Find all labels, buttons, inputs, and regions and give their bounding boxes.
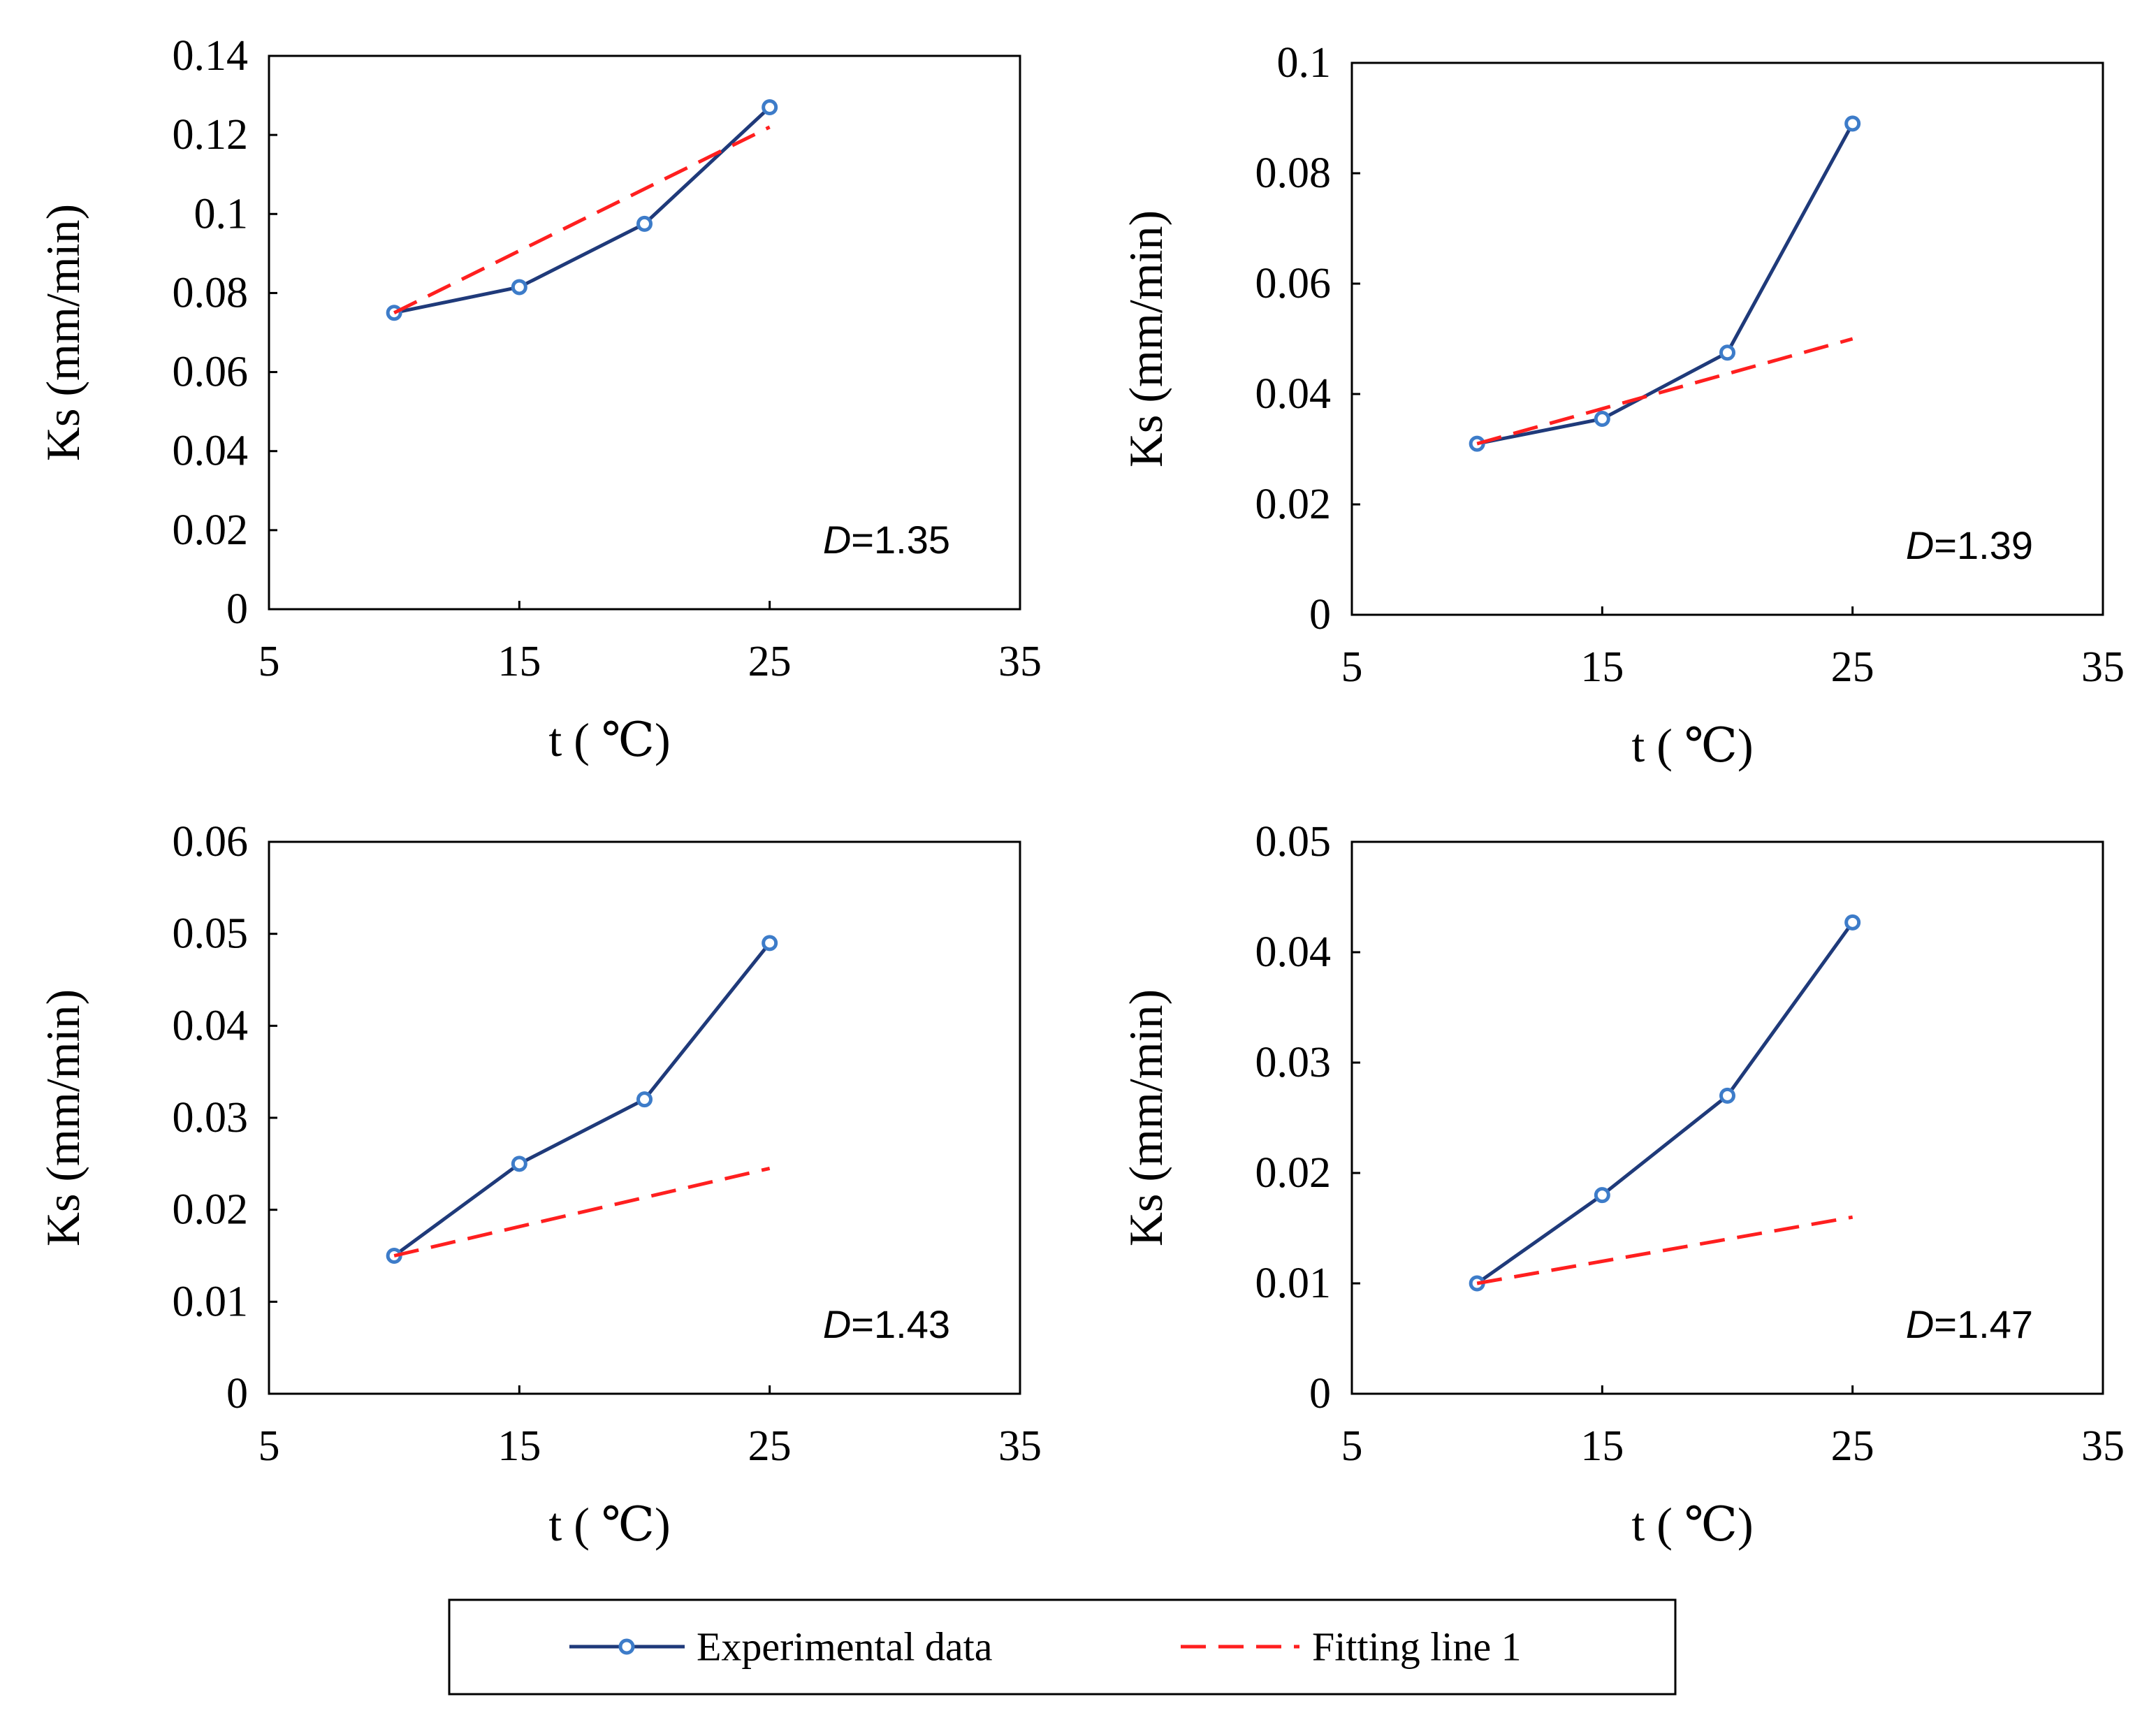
d-annotation-variable: D (1906, 1302, 1934, 1346)
experimental-series-line (1476, 921, 1854, 1285)
legend-experimental-marker (618, 1638, 635, 1655)
x-axis-label: t ( ℃) (1631, 1498, 1753, 1551)
y-tick-label: 0.01 (1255, 1260, 1332, 1307)
x-tick-label: 25 (1831, 1422, 1874, 1470)
legend: Experimental data Fitting line 1 (448, 1598, 1677, 1696)
y-tick-label: 0.06 (1255, 260, 1332, 307)
experimental-data-point (1844, 115, 1861, 132)
y-tick-label: 0.08 (173, 269, 249, 316)
chart-3: 0 0.01 0.02 0.03 0.04 0.05 0.06 5 15 25 35 t ( ℃) Ks… (36, 818, 1042, 1551)
y-tick-label: 0.04 (173, 1002, 249, 1049)
chart-2: 0 0.02 0.04 0.06 0.08 0.1 5 15 25 35 t ( ℃) Ks (mm/… (1119, 39, 2125, 772)
experimental-series-line (393, 105, 771, 315)
x-axis-label: t ( ℃) (1631, 719, 1753, 772)
d-annotation: D=1.39 (1906, 523, 2033, 567)
y-axis-label: Ks (mm/min) (1119, 210, 1172, 467)
x-tick-label: 15 (497, 638, 541, 685)
experimental-data-point (1594, 411, 1610, 428)
x-tick-label: 5 (1341, 1422, 1363, 1470)
x-tick-label: 25 (748, 1422, 792, 1470)
chart-1: 0 0.02 0.04 0.06 0.08 0.1 0.12 0.14 5 15 25 35 t ( ℃… (36, 32, 1042, 766)
y-tick-label: 0.14 (173, 32, 249, 80)
d-annotation-value: =1.39 (1934, 523, 2033, 567)
d-annotation-variable: D (823, 1302, 851, 1346)
y-tick-label: 0.02 (1255, 481, 1332, 528)
experimental-data-point (1719, 344, 1735, 361)
x-axis-label: t ( ℃) (548, 1498, 670, 1551)
y-tick-label: 0.1 (1277, 39, 1332, 87)
y-tick-label: 0.06 (173, 349, 249, 396)
experimental-series-line (393, 942, 771, 1258)
y-tick-label: 0.04 (173, 428, 249, 475)
experimental-data-point (762, 935, 778, 952)
x-axis-label: t ( ℃) (548, 713, 670, 766)
x-tick-label: 25 (1831, 643, 1874, 691)
d-annotation: D=1.35 (823, 518, 950, 562)
y-tick-label: 0.08 (1255, 150, 1332, 197)
experimental-data-point (511, 279, 527, 296)
x-tick-label: 25 (748, 638, 792, 685)
y-tick-label: 0 (226, 1370, 248, 1417)
legend-fit-label: Fitting line 1 (1312, 1624, 1522, 1670)
plot-frame (1350, 61, 2104, 616)
d-annotation-value: =1.47 (1934, 1302, 2033, 1346)
d-annotation-value: =1.43 (851, 1302, 950, 1346)
x-tick-label: 5 (258, 1422, 280, 1470)
x-tick-label: 15 (1580, 643, 1624, 691)
x-tick-label: 15 (497, 1422, 541, 1470)
y-tick-label: 0.12 (173, 111, 249, 159)
y-tick-label: 0.04 (1255, 928, 1332, 976)
x-tick-label: 35 (2081, 1422, 2125, 1470)
x-tick-label: 35 (998, 638, 1042, 685)
experimental-data-point (762, 99, 778, 116)
experimental-data-point (636, 215, 653, 232)
d-annotation: D=1.47 (1906, 1302, 2033, 1346)
plot-frame (1350, 840, 2104, 1395)
d-annotation-value: =1.35 (851, 518, 950, 562)
x-tick-label: 5 (258, 638, 280, 685)
y-tick-label: 0.06 (173, 818, 249, 866)
x-tick-label: 15 (1580, 1422, 1624, 1470)
y-tick-label: 0.05 (173, 910, 249, 958)
x-tick-label: 5 (1341, 643, 1363, 691)
d-annotation: D=1.43 (823, 1302, 950, 1346)
experimental-data-point (1719, 1087, 1735, 1104)
y-tick-label: 0 (1309, 591, 1331, 639)
d-annotation-variable: D (1906, 523, 1934, 567)
x-tick-label: 35 (2081, 643, 2125, 691)
y-tick-label: 0 (1309, 1370, 1331, 1417)
plot-frame (268, 54, 1021, 611)
y-tick-label: 0.02 (1255, 1149, 1332, 1197)
y-tick-label: 0.02 (173, 506, 249, 554)
y-tick-label: 0.01 (173, 1278, 249, 1325)
fit-line-series (393, 125, 771, 314)
experimental-data-point (636, 1091, 653, 1108)
y-tick-label: 0.03 (173, 1094, 249, 1142)
chart-4: 0 0.01 0.02 0.03 0.04 0.05 5 15 25 35 t ( ℃) Ks (mm… (1119, 818, 2125, 1551)
y-tick-label: 0 (226, 585, 248, 633)
y-axis-label: Ks (mm/min) (36, 989, 89, 1246)
charts-group: 0 0.02 0.04 0.06 0.08 0.1 0.12 0.14 5 15 25 35 t ( ℃… (36, 32, 2125, 1551)
fit-line-series (1476, 1215, 1853, 1285)
experimental-data-point (1844, 914, 1861, 931)
fit-line-series (1476, 337, 1853, 446)
y-axis-label: Ks (mm/min) (36, 204, 89, 461)
legend-experimental-label: Experimental data (697, 1624, 993, 1670)
x-tick-label: 35 (998, 1422, 1042, 1470)
y-axis-label: Ks (mm/min) (1119, 989, 1172, 1246)
y-tick-label: 0.05 (1255, 818, 1332, 866)
y-tick-label: 0.03 (1255, 1039, 1332, 1086)
y-tick-label: 0.02 (173, 1186, 249, 1234)
y-tick-label: 0.1 (194, 190, 249, 238)
experimental-data-point (1594, 1187, 1610, 1204)
d-annotation-variable: D (823, 518, 851, 562)
y-tick-label: 0.04 (1255, 370, 1332, 418)
fit-line-series (393, 1166, 771, 1258)
experimental-series-line (1476, 122, 1854, 446)
experimental-data-point (511, 1156, 527, 1172)
